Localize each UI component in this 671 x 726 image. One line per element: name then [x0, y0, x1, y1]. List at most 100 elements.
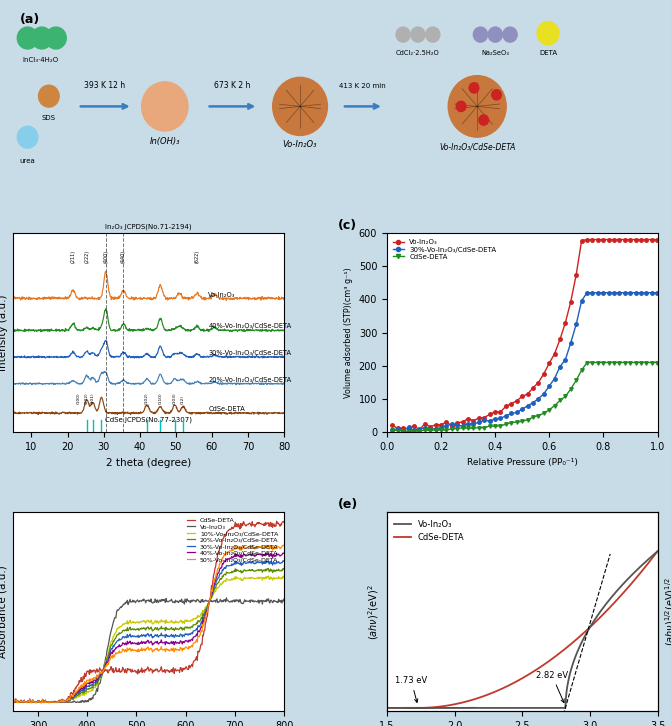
50%-Vo-In₂O₃/CdSe-DETA [280, 541, 288, 550]
10%-Vo-In₂O₃/CdSe-DETA [13, 698, 21, 707]
Circle shape [479, 115, 488, 125]
40%-Vo-In₂O₃/CdSe-DETA [9, 696, 17, 704]
40%-Vo-In₂O₃/CdSe-DETA [117, 641, 125, 650]
Line: 50%-Vo-In₂O₃/CdSe-DETA: 50%-Vo-In₂O₃/CdSe-DETA [13, 545, 284, 703]
30%-Vo-In₂O₃/CdSe-DETA [280, 556, 288, 565]
Circle shape [537, 22, 559, 45]
10%-Vo-In₂O₃/CdSe-DETA [98, 669, 106, 677]
Text: (a): (a) [20, 13, 40, 26]
20%-Vo-In₂O₃/CdSe-DETA [9, 696, 17, 705]
20%-Vo-In₂O₃/CdSe-DETA [280, 564, 288, 573]
Circle shape [32, 27, 52, 49]
Circle shape [473, 27, 488, 42]
Vo-In₂O₃ [280, 595, 288, 603]
Line: 30%-Vo-In₂O₃/CdSe-DETA: 30%-Vo-In₂O₃/CdSe-DETA [13, 560, 284, 703]
Text: (12): (12) [181, 396, 185, 404]
10%-Vo-In₂O₃/CdSe-DETA [207, 595, 215, 603]
40%-Vo-In₂O₃/CdSe-DETA [98, 667, 106, 676]
30%-Vo-In₂O₃/CdSe-DETA [43, 698, 51, 706]
20%-Vo-In₂O₃/CdSe-DETA [180, 625, 189, 634]
Text: (211): (211) [70, 250, 75, 264]
Vo-In₂O₃ [117, 603, 125, 612]
30%-Vo-In₂O₃/CdSe-DETA [205, 596, 213, 605]
CdSe-DETA [205, 595, 213, 604]
Vo-In₂O₃ [180, 600, 189, 608]
50%-Vo-In₂O₃/CdSe-DETA [279, 541, 287, 550]
CdSe-DETA [280, 518, 288, 527]
Vo-In₂O₃ [207, 597, 215, 605]
Line: Vo-In₂O₃: Vo-In₂O₃ [13, 597, 284, 703]
Circle shape [46, 27, 66, 49]
CdSe-DETA [43, 698, 51, 707]
Line: 10%-Vo-In₂O₃/CdSe-DETA: 10%-Vo-In₂O₃/CdSe-DETA [13, 576, 284, 703]
50%-Vo-In₂O₃/CdSe-DETA [13, 698, 21, 707]
Text: urea: urea [19, 158, 36, 164]
Text: CdCl₂·2.5H₂O: CdCl₂·2.5H₂O [396, 50, 440, 56]
Circle shape [425, 27, 440, 42]
Circle shape [488, 27, 503, 42]
Line: CdSe-DETA: CdSe-DETA [13, 521, 284, 703]
Vo-In₂O₃ [222, 593, 230, 602]
Text: 413 K 20 min: 413 K 20 min [339, 83, 386, 89]
10%-Vo-In₂O₃/CdSe-DETA [205, 596, 213, 605]
30%-Vo-In₂O₃/CdSe-DETA [180, 632, 189, 640]
Vo-In₂O₃ [43, 698, 51, 706]
Text: Na₂SeO₃: Na₂SeO₃ [481, 50, 509, 56]
30%-Vo-In₂O₃/CdSe-DETA [117, 635, 125, 644]
Text: In(OH)₃: In(OH)₃ [150, 137, 180, 146]
Text: (102): (102) [145, 393, 149, 404]
40%-Vo-In₂O₃/CdSe-DETA [13, 698, 21, 707]
10%-Vo-In₂O₃/CdSe-DETA [9, 696, 17, 705]
20%-Vo-In₂O₃/CdSe-DETA [13, 698, 21, 707]
Circle shape [469, 83, 479, 93]
Vo-In₂O₃ [205, 597, 213, 605]
Y-axis label: $(ahν)^{1/2}$(eV)$^{1/2}$: $(ahν)^{1/2}$(eV)$^{1/2}$ [663, 577, 671, 646]
30%-Vo-In₂O₃/CdSe-DETA [9, 696, 17, 704]
Circle shape [17, 126, 38, 148]
Circle shape [396, 27, 410, 42]
Text: CdSe JCPDS(No.77-2307): CdSe JCPDS(No.77-2307) [105, 416, 193, 423]
Text: (222): (222) [85, 250, 89, 264]
10%-Vo-In₂O₃/CdSe-DETA [43, 698, 51, 706]
X-axis label: Relative Pressure (PP₀⁻¹): Relative Pressure (PP₀⁻¹) [467, 457, 578, 467]
CdSe-DETA [180, 664, 189, 673]
Legend: Vo-In₂O₃, CdSe-DETA: Vo-In₂O₃, CdSe-DETA [391, 516, 468, 545]
20%-Vo-In₂O₃/CdSe-DETA [43, 698, 51, 706]
CdSe-DETA [9, 696, 17, 704]
50%-Vo-In₂O₃/CdSe-DETA [205, 596, 213, 605]
50%-Vo-In₂O₃/CdSe-DETA [117, 648, 125, 656]
Ellipse shape [448, 76, 506, 137]
Text: (100): (100) [76, 393, 81, 404]
CdSe-DETA [98, 666, 106, 674]
Text: (440): (440) [121, 250, 126, 264]
30%-Vo-In₂O₃/CdSe-DETA [98, 668, 106, 677]
Text: InCl₃·4H₂O: InCl₃·4H₂O [22, 57, 58, 63]
40%-Vo-In₂O₃/CdSe-DETA [207, 592, 215, 601]
30%-Vo-In₂O₃/CdSe-DETA [13, 698, 21, 707]
Y-axis label: Volume adsorbed (STP)(cm³ g⁻¹): Volume adsorbed (STP)(cm³ g⁻¹) [344, 267, 353, 398]
Text: (110): (110) [158, 393, 162, 404]
50%-Vo-In₂O₃/CdSe-DETA [180, 645, 189, 653]
20%-Vo-In₂O₃/CdSe-DETA [98, 669, 106, 677]
X-axis label: 2 theta (degree): 2 theta (degree) [106, 457, 191, 468]
Line: 40%-Vo-In₂O₃/CdSe-DETA: 40%-Vo-In₂O₃/CdSe-DETA [13, 553, 284, 703]
Vo-In₂O₃ [9, 696, 17, 705]
CdSe-DETA [117, 666, 125, 675]
50%-Vo-In₂O₃/CdSe-DETA [43, 698, 51, 706]
CdSe-DETA [272, 517, 280, 526]
20%-Vo-In₂O₃/CdSe-DETA [205, 596, 213, 605]
Text: Vo-In₂O₃: Vo-In₂O₃ [208, 292, 236, 298]
Text: CdSe-DETA: CdSe-DETA [208, 406, 245, 412]
Text: 1.73 eV: 1.73 eV [395, 676, 427, 702]
Legend: CdSe-DETA, Vo-In₂O₃, 10%-Vo-In₂O₃/CdSe-DETA, 20%-Vo-In₂O₃/CdSe-DETA, 30%-Vo-In₂O: CdSe-DETA, Vo-In₂O₃, 10%-Vo-In₂O₃/CdSe-D… [185, 515, 281, 565]
CdSe-DETA [207, 590, 215, 599]
Circle shape [503, 27, 517, 42]
Text: DETA: DETA [539, 50, 557, 56]
Text: (c): (c) [338, 219, 358, 232]
40%-Vo-In₂O₃/CdSe-DETA [180, 638, 189, 647]
Text: (622): (622) [195, 250, 199, 264]
Text: In₂O₃ JCPDS(No.71-2194): In₂O₃ JCPDS(No.71-2194) [105, 224, 192, 230]
Text: (002): (002) [85, 393, 89, 404]
40%-Vo-In₂O₃/CdSe-DETA [43, 698, 51, 706]
Legend: Vo-In₂O₃, 30%-Vo-In₂O₃/CdSe-DETA, CdSe-DETA: Vo-In₂O₃, 30%-Vo-In₂O₃/CdSe-DETA, CdSe-D… [391, 237, 499, 263]
